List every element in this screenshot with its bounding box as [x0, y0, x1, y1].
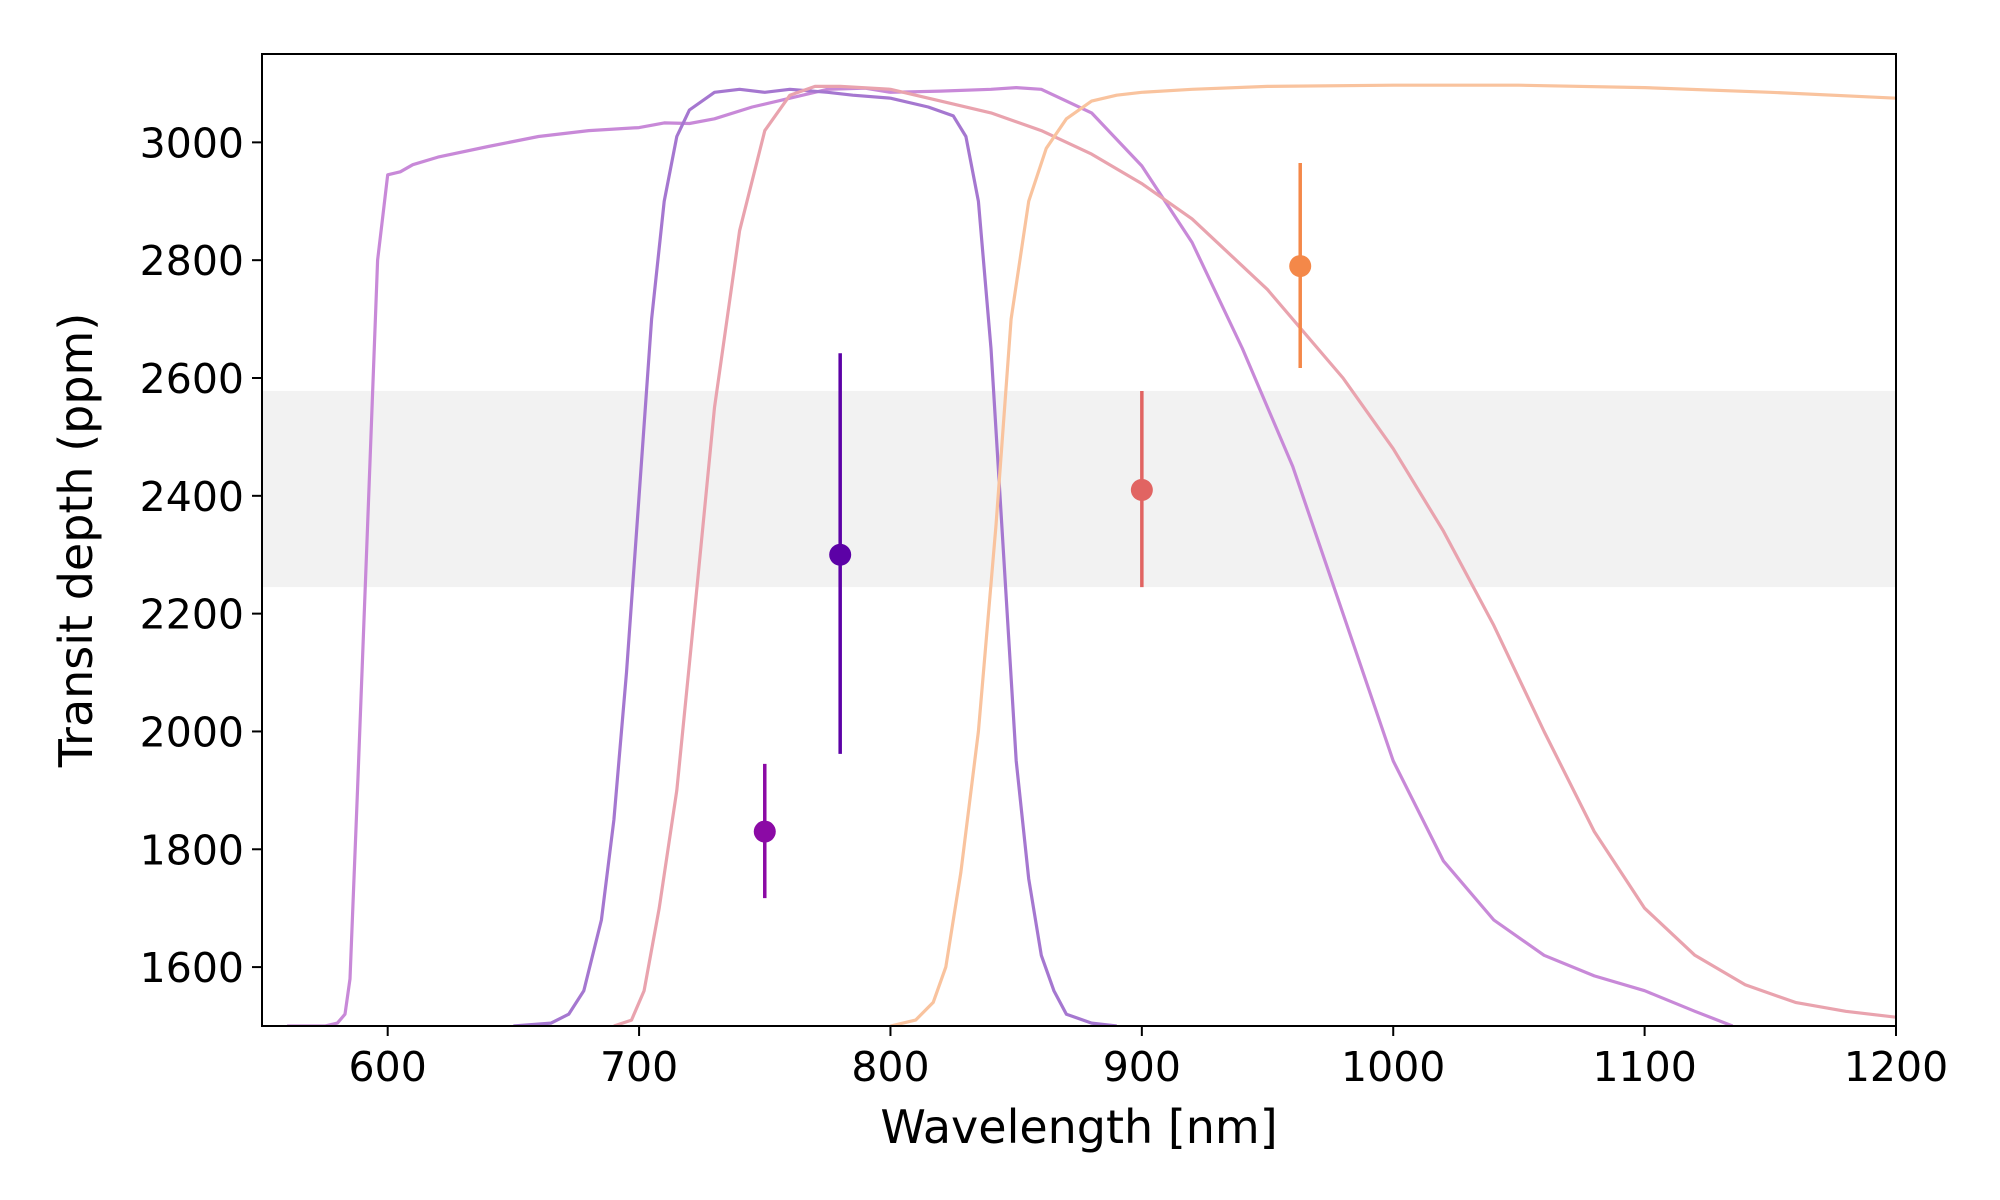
y-tick-label: 2800: [140, 237, 244, 285]
data-point-1: [753, 820, 776, 843]
y-axis-ticks: 1600 1800 2000 2200 2400 2600 2800 3000: [140, 119, 262, 992]
curve-filter-2: [513, 87, 1117, 1026]
data-point-4: [1289, 255, 1312, 278]
x-axis-ticks: 600 700 800 900 1000 1100 1200: [349, 1026, 1948, 1091]
data-point-3: [1130, 478, 1153, 501]
highlight-band: [262, 390, 1896, 588]
x-tick-label: 1000: [1341, 1043, 1445, 1091]
y-tick-label: 2400: [140, 473, 244, 521]
y-axis-label: Transit depth (ppm): [49, 313, 103, 769]
curve-filter-4: [890, 83, 1896, 1026]
x-axis-label: Wavelength [nm]: [880, 1100, 1277, 1154]
x-tick-label: 1200: [1844, 1043, 1948, 1091]
curve-filter-1: [287, 86, 1734, 1026]
y-tick-label: 1800: [140, 826, 244, 874]
x-tick-label: 900: [1103, 1043, 1181, 1091]
data-points: [753, 255, 1312, 843]
data-point-2: [829, 543, 852, 566]
curve-filter-3: [613, 84, 1896, 1026]
y-tick-label: 2600: [140, 355, 244, 403]
y-tick-label: 1600: [140, 944, 244, 992]
filter-curves: [287, 83, 1896, 1026]
x-tick-label: 700: [600, 1043, 678, 1091]
y-tick-label: 2200: [140, 591, 244, 639]
x-tick-label: 1100: [1592, 1043, 1696, 1091]
x-tick-label: 600: [349, 1043, 427, 1091]
y-tick-label: 2000: [140, 708, 244, 756]
x-tick-label: 800: [851, 1043, 929, 1091]
y-tick-label: 3000: [140, 119, 244, 167]
plot-frame: [261, 53, 1897, 1027]
